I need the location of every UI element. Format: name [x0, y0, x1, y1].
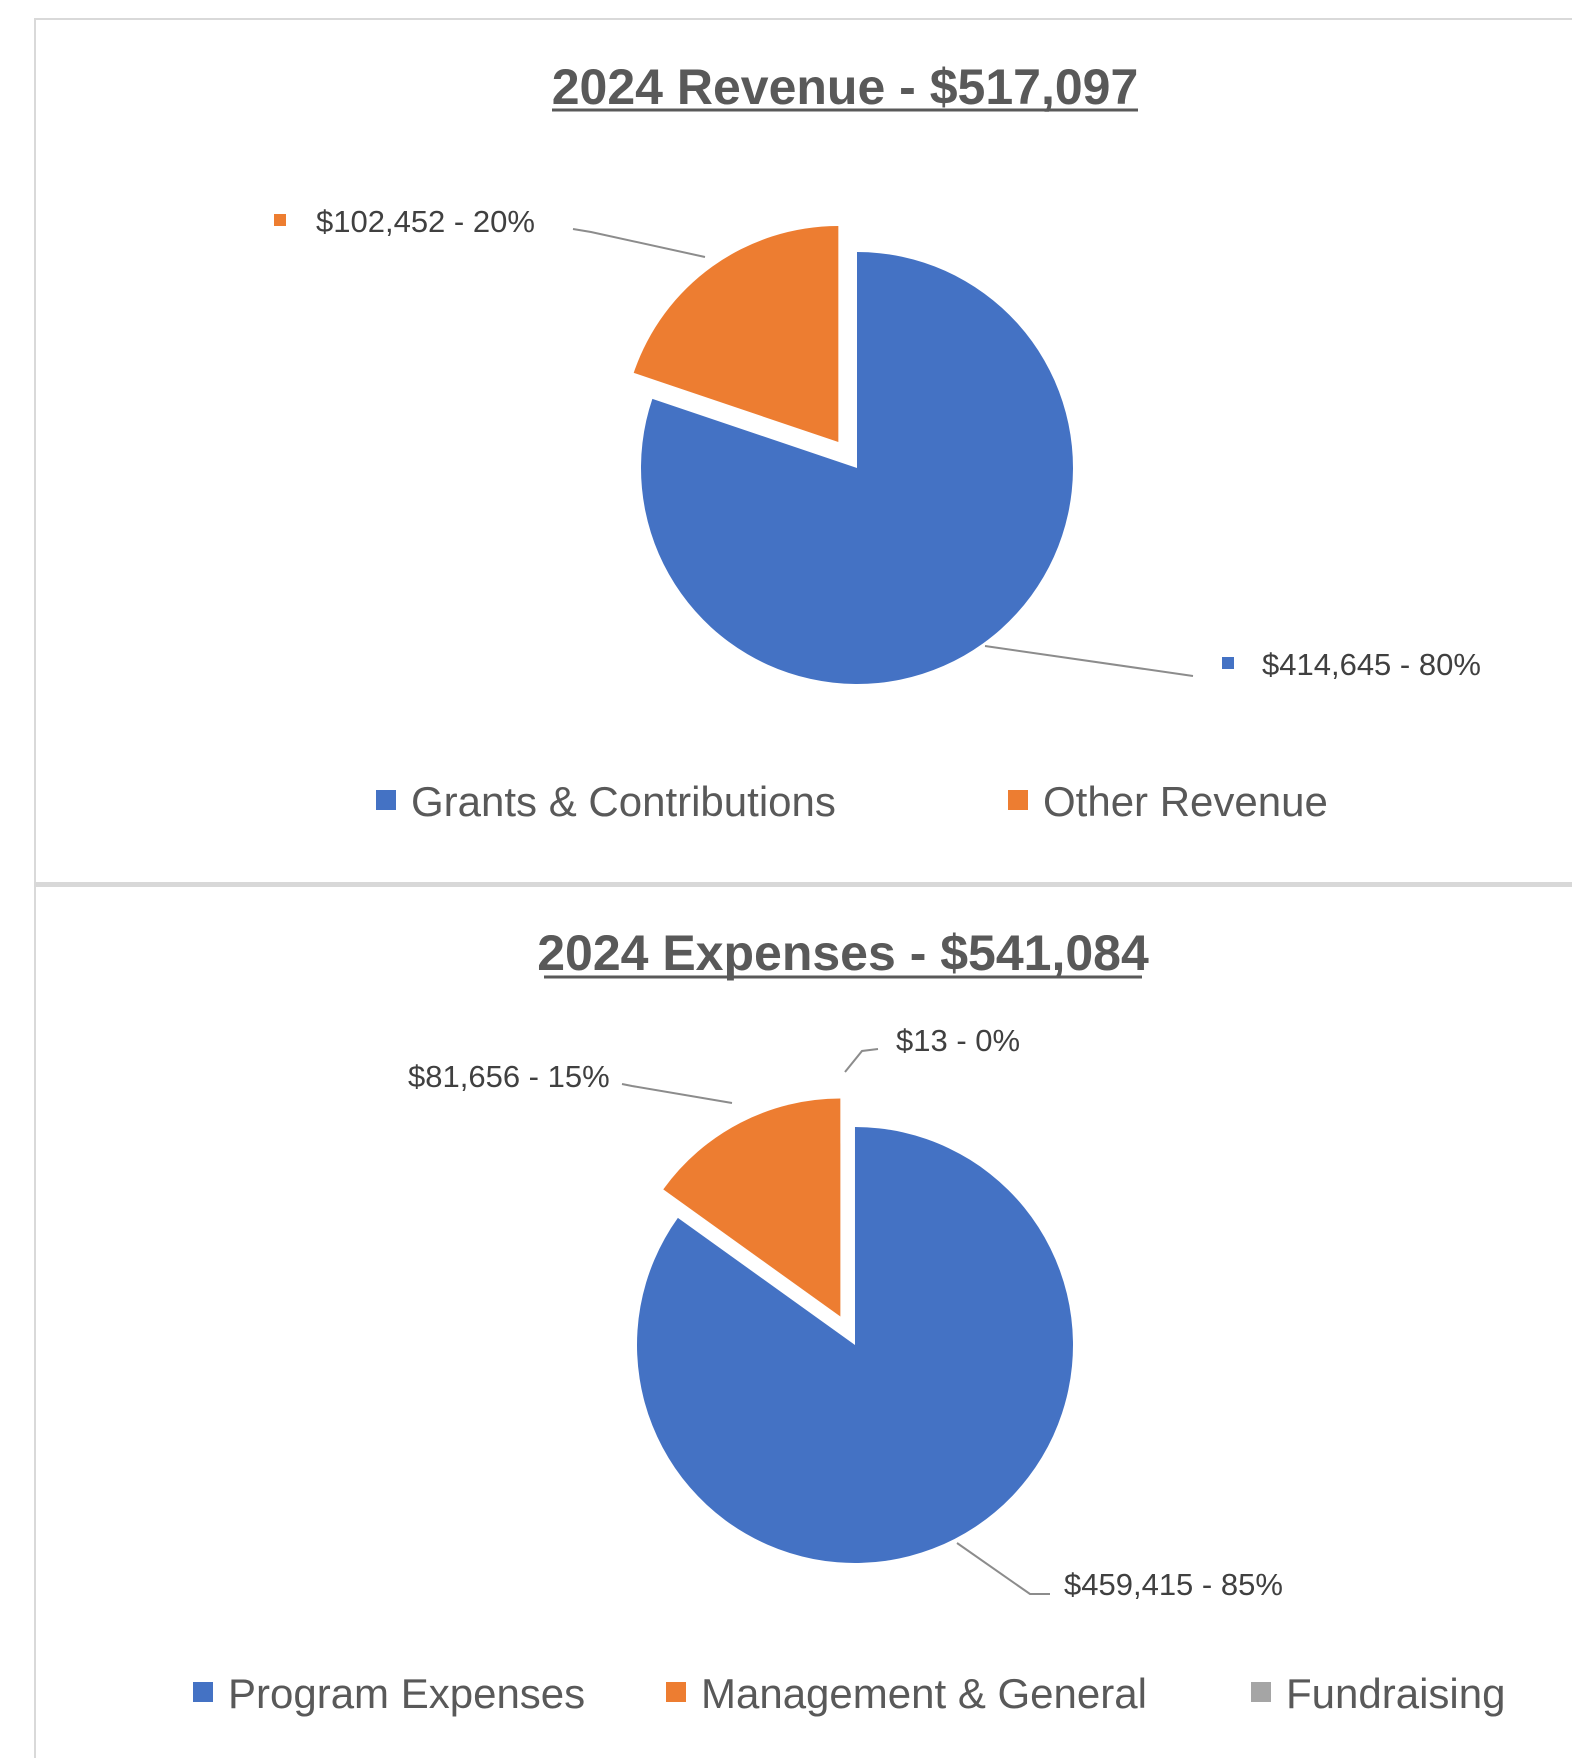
chart-divider [34, 882, 1572, 887]
revenue-data-label-1: $414,645 - 80% [1222, 647, 1481, 682]
chart-panel-border [34, 18, 1572, 1758]
revenue-legend-swatch-1 [376, 790, 396, 810]
revenue-leader-line-2 [572, 228, 706, 258]
svg-text:$102,452 - 20%: $102,452 - 20% [316, 204, 535, 239]
revenue-legend-item-2: Other Revenue [1008, 778, 1328, 825]
svg-text:Program Expenses: Program Expenses [228, 1670, 585, 1717]
expenses-legend-swatch-1 [193, 1682, 213, 1702]
svg-text:Management & General: Management & General [701, 1670, 1147, 1717]
expenses-legend-swatch-2 [666, 1682, 686, 1702]
expenses-leader-line-2 [621, 1083, 733, 1104]
revenue-pie-slice-2 [633, 226, 839, 443]
expenses-legend-swatch-3 [1251, 1682, 1271, 1702]
svg-text:Fundraising: Fundraising [1286, 1670, 1505, 1717]
revenue-legend-item-1: Grants & Contributions [376, 778, 836, 825]
expenses-data-label-2: $81,656 - 15% [408, 1059, 610, 1094]
expenses-leader-line-1 [956, 1542, 1050, 1595]
expenses-chart-title: 2024 Expenses - $541,084 [537, 925, 1149, 981]
svg-text:$414,645 - 80%: $414,645 - 80% [1262, 647, 1481, 682]
expenses-legend-item-1: Program Expenses [193, 1670, 585, 1717]
expenses-data-label-1: $459,415 - 85% [1064, 1567, 1283, 1602]
expenses-pie-slice-2 [663, 1098, 841, 1317]
svg-text:Other Revenue: Other Revenue [1043, 778, 1328, 825]
revenue-legend-swatch-2 [1008, 790, 1028, 810]
revenue-data-label-2: $102,452 - 20% [274, 204, 535, 239]
revenue-leader-line-1 [984, 645, 1194, 677]
expenses-data-label-3: $13 - 0% [896, 1023, 1020, 1058]
expenses-chart: 2024 Expenses - $541,084 $459,415 - 85% … [193, 925, 1505, 1717]
expenses-legend-item-2: Management & General [666, 1670, 1147, 1717]
svg-text:Grants & Contributions: Grants & Contributions [411, 778, 836, 825]
revenue-chart: 2024 Revenue - $517,097 $414,645 - 80% $… [274, 59, 1481, 825]
revenue-chart-title: 2024 Revenue - $517,097 [552, 59, 1139, 115]
revenue-pie-slice-1 [641, 252, 1073, 684]
expenses-leader-line-3 [844, 1048, 879, 1073]
expenses-legend-item-3: Fundraising [1251, 1670, 1505, 1717]
